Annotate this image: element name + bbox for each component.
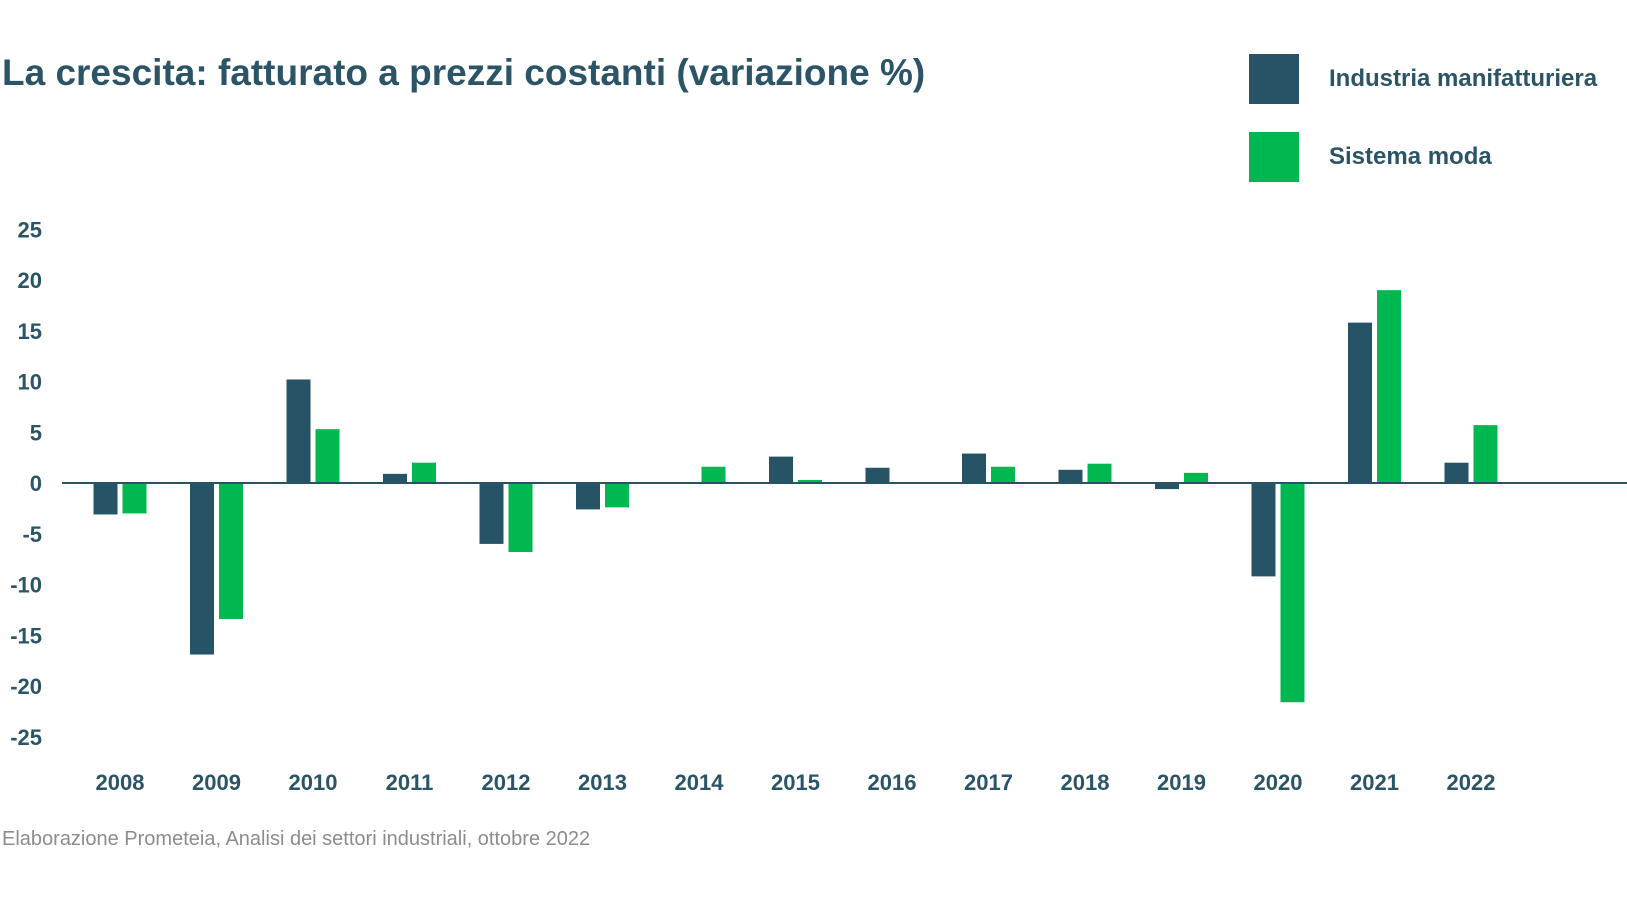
x-tick-label: 2021 — [1350, 770, 1399, 795]
y-tick-label: 5 — [30, 420, 42, 445]
bar-industria — [383, 473, 407, 483]
x-tick-label: 2019 — [1157, 770, 1206, 795]
bar-industria — [93, 483, 118, 515]
bar-industria — [1348, 322, 1372, 483]
bar-industria — [1251, 483, 1276, 577]
legend-label-moda: Sistema moda — [1329, 143, 1492, 170]
x-tick-label: 2017 — [964, 770, 1013, 795]
x-tick-label: 2009 — [192, 770, 241, 795]
bar-moda — [1087, 463, 1112, 483]
bar-industria — [962, 453, 986, 483]
y-axis-labels: 25 20 15 10 5 0 -5 -10 -15 -20 -25 — [10, 217, 42, 750]
x-axis-labels: 2008 2009 2010 2011 2012 2013 2014 2015 2016 2017… — [96, 770, 1496, 795]
source-note: Elaborazione Prometeia, Analisi dei sett… — [2, 828, 591, 850]
y-tick-label: -5 — [22, 522, 42, 547]
bar-moda — [412, 462, 436, 483]
y-tick-label: -10 — [10, 573, 42, 598]
legend-swatch-industria — [1249, 54, 1299, 104]
bar-industria — [1444, 462, 1469, 483]
y-tick-label: 20 — [18, 268, 42, 293]
bar-industria — [769, 456, 793, 483]
x-tick-label: 2014 — [675, 770, 725, 795]
bar-moda — [991, 466, 1015, 483]
x-tick-label: 2022 — [1447, 770, 1496, 795]
bar-moda — [605, 483, 629, 508]
legend-item-moda: Sistema moda — [1249, 132, 1492, 182]
y-tick-label: -20 — [10, 674, 42, 699]
x-tick-label: 2018 — [1061, 770, 1110, 795]
bar-moda — [701, 466, 726, 483]
bar-moda — [219, 483, 243, 620]
x-tick-label: 2008 — [96, 770, 145, 795]
bar-moda — [798, 479, 822, 483]
y-tick-label: 15 — [18, 319, 42, 344]
bar-industria — [865, 467, 890, 483]
x-tick-label: 2020 — [1254, 770, 1303, 795]
x-tick-label: 2012 — [482, 770, 531, 795]
x-tick-label: 2015 — [771, 770, 820, 795]
bar-industria — [1058, 469, 1083, 483]
legend-swatch-moda — [1249, 132, 1299, 182]
bar-moda — [1280, 483, 1305, 703]
bar-moda — [122, 483, 147, 514]
bar-moda — [1377, 290, 1401, 483]
bar-industria — [190, 483, 214, 655]
legend-item-industria: Industria manifatturiera — [1249, 54, 1597, 104]
bar-industria — [479, 483, 504, 544]
y-tick-label: -25 — [10, 725, 42, 750]
bar-moda — [508, 483, 533, 553]
bar-moda — [1473, 425, 1498, 483]
x-tick-label: 2010 — [289, 770, 338, 795]
bar-industria — [576, 483, 600, 510]
bar-industria — [1155, 483, 1179, 490]
x-tick-label: 2016 — [868, 770, 917, 795]
bar-moda — [315, 429, 340, 483]
y-tick-label: -15 — [10, 623, 42, 648]
bar-industria — [286, 379, 311, 483]
y-tick-label: 25 — [18, 217, 42, 242]
legend-label-industria: Industria manifatturiera — [1329, 65, 1598, 92]
x-tick-label: 2013 — [578, 770, 627, 795]
bars — [93, 290, 1498, 703]
bar-moda — [1184, 472, 1208, 483]
chart-title: La crescita: fatturato a prezzi costanti… — [2, 52, 926, 93]
y-tick-label: 0 — [30, 471, 42, 496]
x-tick-label: 2011 — [386, 770, 434, 795]
y-tick-label: 10 — [18, 370, 42, 395]
